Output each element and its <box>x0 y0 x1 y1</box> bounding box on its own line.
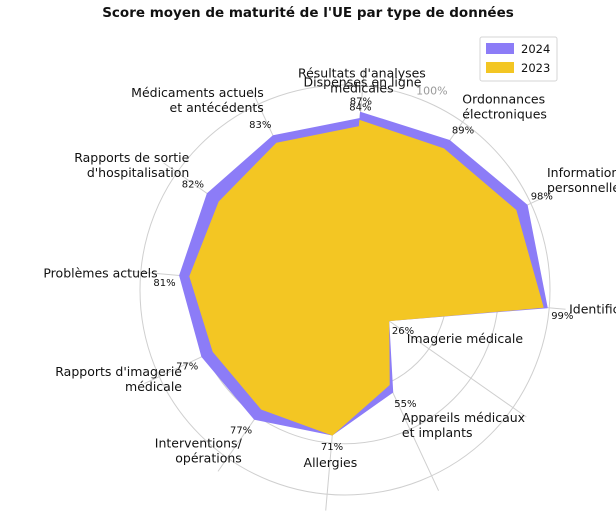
category-label-line: Appareils médicaux <box>402 410 525 425</box>
category-label-line: personnelles <box>547 180 616 195</box>
legend-label-2024: 2024 <box>521 42 550 56</box>
grid-ring <box>139 84 551 496</box>
category-label-line: opérations <box>175 450 242 465</box>
category-label-line: et antécédents <box>170 100 264 115</box>
value-label: 99% <box>551 311 573 322</box>
value-label: 82% <box>182 179 204 190</box>
value-label: 26% <box>392 326 414 337</box>
category-label: Dispenses en ligne <box>304 74 422 89</box>
value-label: 84% <box>349 103 371 114</box>
category-label: Médicaments actuels et antécédents <box>131 85 264 115</box>
category-label: Problèmes actuels <box>43 266 157 281</box>
category-label: Appareils médicaux et implants <box>402 410 525 440</box>
category-label-line: médicales <box>330 81 393 96</box>
category-label-line: Problèmes actuels <box>43 266 157 281</box>
value-label: 83% <box>249 120 271 131</box>
legend-swatch-2024 <box>486 43 514 54</box>
category-label: Rapports d'imagerie médicale <box>55 364 182 394</box>
category-label-line: Informations <box>547 165 616 180</box>
category-label-line: Ordonnances <box>462 92 545 107</box>
value-label: 71% <box>321 442 343 453</box>
value-label: 98% <box>531 191 553 202</box>
series-area-2023 <box>189 120 544 436</box>
category-label-line: Rapports d'imagerie <box>55 364 182 379</box>
value-label: 89% <box>452 125 474 136</box>
category-label: Informationspersonnelles <box>547 165 616 195</box>
radial-tick-label: 100% <box>416 85 447 98</box>
category-label-line: Interventions/ <box>155 435 243 450</box>
category-label: Interventions/opérations <box>155 435 243 465</box>
category-label-line: et implants <box>402 425 473 440</box>
category-label-line: d'hospitalisation <box>87 165 189 180</box>
category-label: Ordonnances électroniques <box>462 92 547 122</box>
category-label-line: Rapports de sortie <box>74 150 189 165</box>
category-label: Résultats d'analyses médicales <box>298 66 426 96</box>
category-label: Allergies <box>304 455 358 470</box>
value-label: 55% <box>394 399 416 410</box>
category-label-line: Médicaments actuels <box>131 85 264 100</box>
legend-label-2023: 2023 <box>521 61 550 75</box>
radar-labels: 87% Dispenses en ligne 89% Ordonnances élect… <box>43 66 616 470</box>
category-label-line: Allergies <box>304 455 358 470</box>
value-label: 81% <box>153 278 175 289</box>
legend: 2024 2023 <box>479 36 558 82</box>
value-label: 87% <box>350 96 372 107</box>
value-label: 77% <box>176 361 198 372</box>
category-label-line: Imagerie médicale <box>407 331 524 346</box>
category-label: Rapports de sortie d'hospitalisation <box>74 150 189 180</box>
category-label-line: médicale <box>125 379 182 394</box>
radar-areas <box>179 111 548 436</box>
category-label: Identification <box>569 302 616 317</box>
category-label: Imagerie médicale <box>407 331 524 346</box>
chart-title: Score moyen de maturité de l'UE par type… <box>102 5 514 21</box>
category-label-line: Identification <box>569 302 616 317</box>
legend-swatch-2023 <box>486 62 514 73</box>
value-label: 77% <box>230 426 252 437</box>
category-label-line: Résultats d'analyses <box>298 66 426 81</box>
category-label-line: Dispenses en ligne <box>304 74 422 89</box>
category-label-line: électroniques <box>462 107 547 122</box>
